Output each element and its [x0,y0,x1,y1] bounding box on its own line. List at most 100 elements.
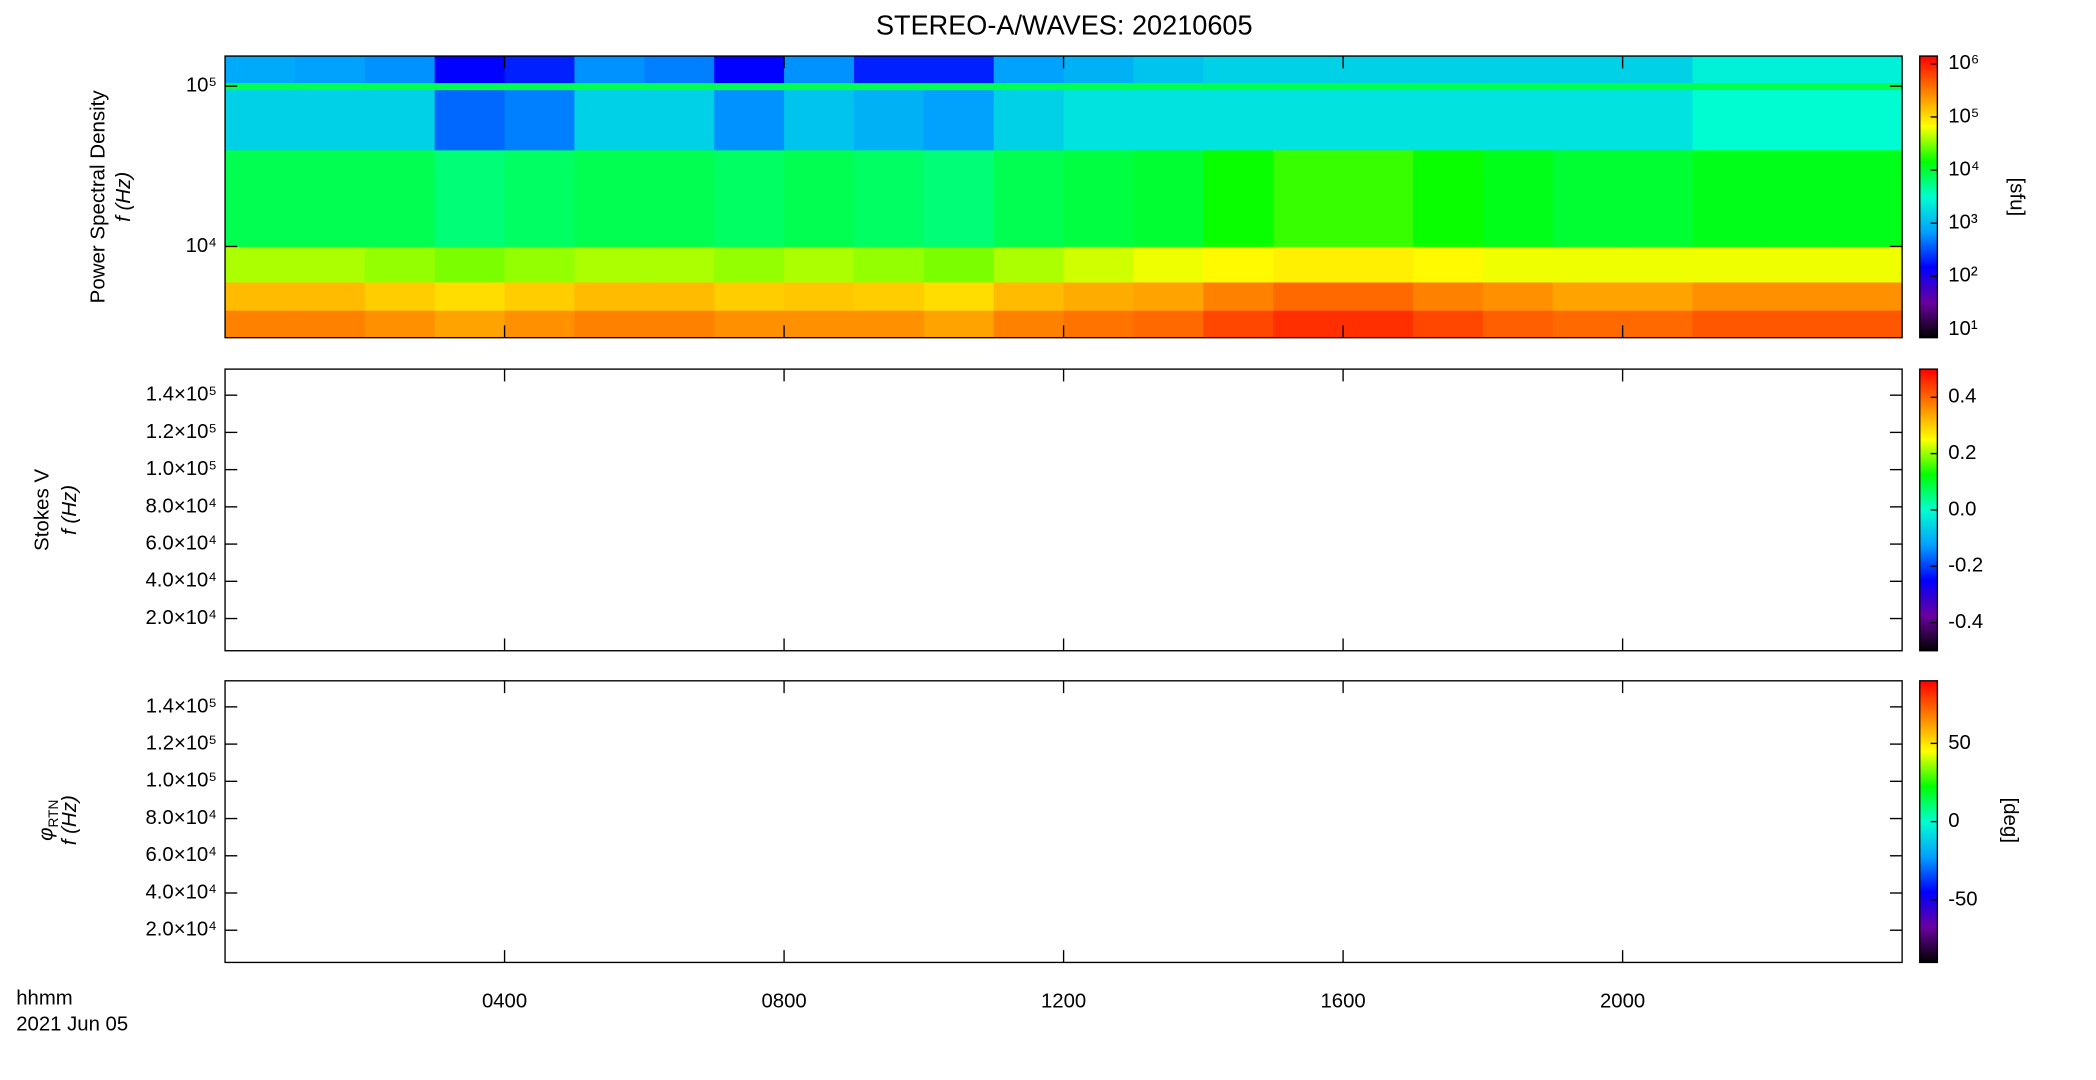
heatmap-cell [504,82,575,91]
heatmap-cell [1203,310,1274,339]
heatmap-cell [923,310,995,339]
y-tick-label: 10⁵ [186,74,217,96]
heatmap-cell [923,82,995,91]
heatmap-cell [294,82,366,91]
heatmap-cell [1482,149,1554,247]
heatmap-cell [784,82,855,91]
heatmap-cell [1133,282,1204,311]
heatmap-cell [1762,149,1833,247]
heatmap-cell [1762,246,1833,283]
heatmap-cell [1692,246,1763,283]
heatmap-cell [1482,282,1554,311]
heatmap-cell [574,82,645,91]
y-tick-label: 4.0×10⁴ [145,881,216,903]
y-axis-unit: f (Hz) [59,485,81,535]
heatmap-cell [644,149,715,247]
heatmap-cell [1412,82,1484,91]
heatmap-cell [644,246,715,283]
y-axis-title: Power Spectral Density [87,90,109,304]
heatmap-cell [1622,89,1693,151]
x-tick-label: 0800 [761,990,806,1012]
heatmap-cell [644,82,715,91]
heatmap-cell [504,56,575,84]
heatmap-cell [1412,246,1484,283]
heatmap-cell [784,282,855,311]
plot-frame [224,680,1903,964]
x-tick-label: 1600 [1320,990,1365,1012]
heatmap-cell [504,89,575,151]
colorbar-tick-label: 0.2 [1948,442,1976,464]
heatmap-cell [1203,82,1274,91]
heatmap-cell [1273,89,1344,151]
heatmap-cell [1273,56,1344,84]
heatmap-cell [1552,56,1624,84]
heatmap-cell [1832,282,1903,311]
colorbar-title: [sfu] [2006,177,2028,216]
y-tick-label: 2.0×10⁴ [145,607,216,629]
heatmap-cell [1832,82,1903,91]
heatmap-cell [853,246,925,283]
y-tick-label: 4.0×10⁴ [145,570,216,592]
heatmap-cell [504,282,575,311]
plot-frame [224,368,1903,652]
heatmap-cell [853,82,925,91]
heatmap-cell [853,149,925,247]
heatmap-cell [644,282,715,311]
heatmap-cell [1552,82,1624,91]
heatmap-cell [1762,310,1833,339]
heatmap-cell [714,82,785,91]
heatmap-cell [1343,246,1414,283]
heatmap-cell [1832,149,1903,247]
x-tick-label: 1200 [1041,990,1086,1012]
heatmap-cell [1832,310,1903,339]
heatmap-cell [294,310,366,339]
heatmap-cell [1482,246,1554,283]
heatmap-cell [1622,310,1693,339]
heatmap-cell [1273,310,1344,339]
heatmap-cell [434,89,505,151]
heatmap-cell [1063,89,1134,151]
heatmap-cell [574,282,645,311]
colorbar-tick-label: 10⁴ [1948,158,1979,180]
heatmap-cell [1622,56,1693,84]
y-tick-label: 8.0×10⁴ [145,495,216,517]
heatmap-cell [644,89,715,151]
colorbar-tick-label: 0.4 [1948,386,1976,408]
heatmap-cell [1412,282,1484,311]
heatmap-cell [714,56,785,84]
heatmap-cell [1063,246,1134,283]
y-tick-label: 8.0×10⁴ [145,807,216,829]
heatmap-cell [225,246,296,283]
heatmap-cell [1063,56,1134,84]
heatmap-cell [225,282,296,311]
heatmap-cell [434,310,505,339]
heatmap-cell [1482,89,1554,151]
heatmap-cell [1063,310,1134,339]
heatmap-cell [434,56,505,84]
heatmap-cell [1412,89,1484,151]
heatmap-cell [1133,149,1204,247]
heatmap-cell [364,310,436,339]
heatmap-cell [1343,282,1414,311]
heatmap-cell [1552,282,1624,311]
heatmap-cell [1622,246,1693,283]
colorbar-title: [deg] [1999,797,2021,843]
x-axis-title: hhmm [16,988,72,1010]
y-tick-label: 1.2×10⁵ [146,421,217,443]
heatmap-cell [1063,149,1134,247]
heatmap-cell [1622,282,1693,311]
heatmap-cell [364,89,436,151]
heatmap-cell [1133,310,1204,339]
heatmap-cell [1273,82,1344,91]
heatmap-cell [364,149,436,247]
heatmap-cell [434,149,505,247]
colorbar-tick-label: 0.0 [1948,498,1976,520]
heatmap-cell [1133,89,1204,151]
heatmap-cell [784,89,855,151]
heatmap-cell [1762,282,1833,311]
heatmap-cell [434,82,505,91]
heatmap-cell [993,89,1064,151]
heatmap-cell [294,149,366,247]
heatmap-cell [784,310,855,339]
heatmap-cell [1273,246,1344,283]
